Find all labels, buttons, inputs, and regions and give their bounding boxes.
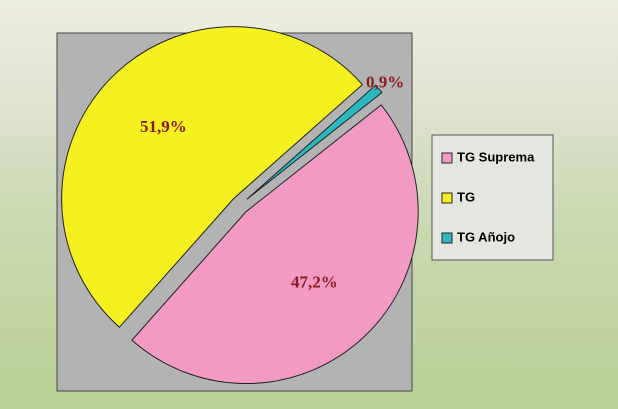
legend-label: TG Suprema <box>457 149 535 164</box>
legend-swatch <box>442 193 452 203</box>
chart: 47,2% 51,9% 0,9% TG Suprema TG TG Añojo <box>0 0 618 409</box>
data-label: 0,9% <box>366 72 404 91</box>
data-label: 47,2% <box>291 273 338 292</box>
data-label: 51,9% <box>140 117 187 136</box>
legend-swatch <box>442 233 452 243</box>
legend-label: TG <box>457 189 475 204</box>
legend-swatch <box>442 153 452 163</box>
legend-label: TG Añojo <box>457 229 515 244</box>
